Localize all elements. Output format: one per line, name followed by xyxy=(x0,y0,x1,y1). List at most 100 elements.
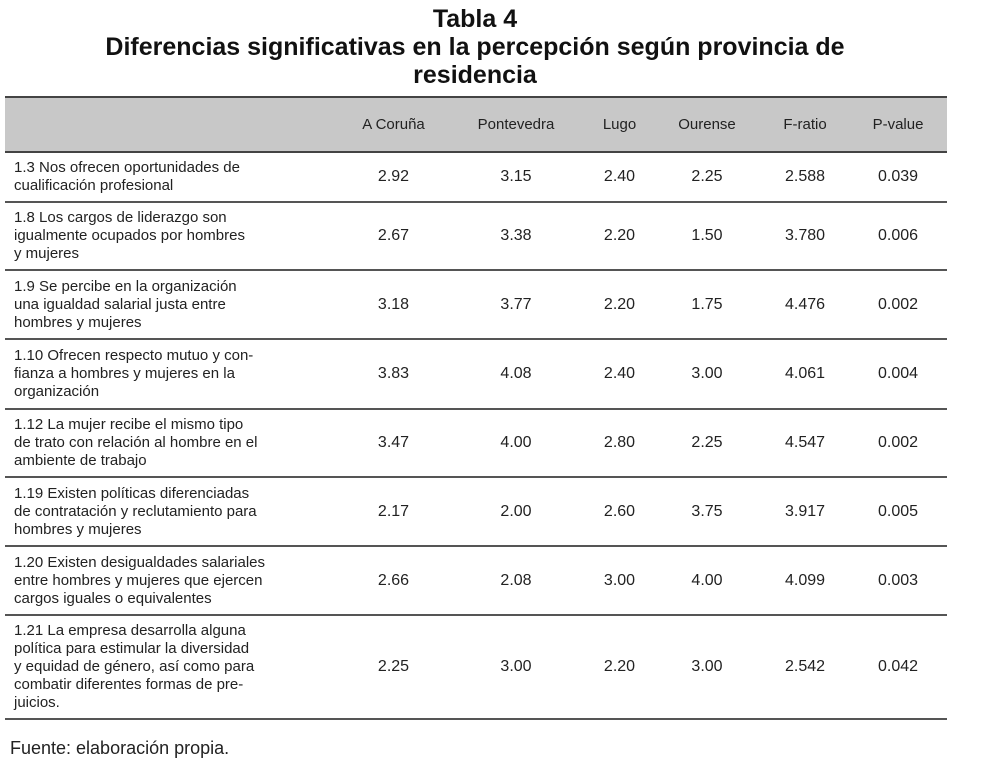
cell-p-value: 0.002 xyxy=(849,270,947,340)
cell-p-value: 0.003 xyxy=(849,546,947,616)
row-item-label: 1.10 Ofrecen respecto mutuo y con-fianza… xyxy=(5,339,341,410)
cell-a-coruna: 2.25 xyxy=(341,615,446,720)
table-row: 1.19 Existen políticas diferenciadas de c… xyxy=(5,477,947,547)
cell-ourense: 1.75 xyxy=(653,270,761,340)
row-item-label-line: 1.9 Se percibe en la organización xyxy=(14,277,237,295)
cell-p-value: 0.006 xyxy=(849,202,947,271)
row-item-label: 1.9 Se percibe en la organización una igu… xyxy=(5,270,341,340)
row-item-label-line: 1.8 Los cargos de liderazgo son xyxy=(14,209,227,226)
cell-a-coruna: 3.18 xyxy=(341,270,446,340)
cell-ourense: 2.25 xyxy=(653,409,761,478)
cell-ourense: 3.75 xyxy=(653,477,761,547)
cell-f-ratio: 3.780 xyxy=(761,202,849,271)
cell-ourense: 4.00 xyxy=(653,546,761,616)
row-item-label-line: política para estimular la diversidad xyxy=(14,640,250,657)
cell-a-coruna: 2.66 xyxy=(341,546,446,616)
cell-pontevedra: 4.08 xyxy=(446,339,586,410)
cell-pontevedra: 4.00 xyxy=(446,409,586,478)
cell-p-value: 0.042 xyxy=(849,615,947,720)
cell-pontevedra: 3.15 xyxy=(446,152,586,203)
cell-f-ratio: 2.542 xyxy=(761,615,849,720)
table-source-note: Fuente: elaboración propia. xyxy=(10,738,230,758)
table-title: Tabla 4 Diferencias significativas en la… xyxy=(0,5,950,89)
row-item-label: 1.12 La mujer recibe el mismo tipo de tra… xyxy=(5,409,341,478)
row-item-label-line: ambiente de trabajo xyxy=(14,452,147,469)
table-header-row: A Coruña Pontevedra Lugo Ourense F-ratio… xyxy=(5,96,947,153)
row-item-label-line: de contratación y reclutamiento para xyxy=(14,502,257,520)
row-item-label-line: igualmente ocupados por hombres xyxy=(14,227,245,244)
table-caption-line1: Diferencias significativas en la percepc… xyxy=(105,33,845,61)
cell-a-coruna: 3.47 xyxy=(341,409,446,478)
cell-lugo: 2.20 xyxy=(586,270,653,340)
cell-ourense: 3.00 xyxy=(653,339,761,410)
cell-f-ratio: 3.917 xyxy=(761,477,849,547)
cell-f-ratio: 4.099 xyxy=(761,546,849,616)
table-caption-line2: residencia xyxy=(413,61,537,89)
column-header-a-coruna: A Coruña xyxy=(341,96,446,153)
row-item-label-line: 1.21 La empresa desarrolla alguna xyxy=(14,622,246,639)
row-item-label-line: 1.12 La mujer recibe el mismo tipo xyxy=(14,416,244,433)
cell-ourense: 1.50 xyxy=(653,202,761,271)
table-row: 1.12 La mujer recibe el mismo tipo de tra… xyxy=(5,409,947,478)
cell-p-value: 0.004 xyxy=(849,339,947,410)
row-item-label: 1.8 Los cargos de liderazgo son igualment… xyxy=(5,202,341,271)
row-item-label-line: cualificación profesional xyxy=(14,177,174,194)
column-header-lugo: Lugo xyxy=(586,96,653,153)
cell-lugo: 2.80 xyxy=(586,409,653,478)
cell-lugo: 3.00 xyxy=(586,546,653,616)
cell-a-coruna: 2.67 xyxy=(341,202,446,271)
cell-pontevedra: 3.00 xyxy=(446,615,586,720)
row-item-label-line: 1.10 Ofrecen respecto mutuo y con- xyxy=(14,347,254,364)
cell-p-value: 0.002 xyxy=(849,409,947,478)
cell-p-value: 0.039 xyxy=(849,152,947,203)
row-item-label-line: 1.20 Existen desigualdades salariales xyxy=(14,553,265,571)
row-item-label-line: y equidad de género, así como para xyxy=(14,658,255,675)
column-header-f-ratio: F-ratio xyxy=(761,96,849,153)
table-row: 1.9 Se percibe en la organización una igu… xyxy=(5,270,947,340)
cell-lugo: 2.20 xyxy=(586,615,653,720)
table-number: Tabla 4 xyxy=(432,5,518,33)
cell-pontevedra: 3.38 xyxy=(446,202,586,271)
column-header-ourense: Ourense xyxy=(653,96,761,153)
column-header-p-value: P-value xyxy=(849,96,947,153)
row-item-label-line: organización xyxy=(14,383,100,400)
cell-f-ratio: 4.061 xyxy=(761,339,849,410)
column-header-item xyxy=(5,96,341,153)
cell-lugo: 2.40 xyxy=(586,339,653,410)
cell-ourense: 2.25 xyxy=(653,152,761,203)
table-row: 1.3 Nos ofrecen oportunidades de cualific… xyxy=(5,152,947,203)
data-table-container: A Coruña Pontevedra Lugo Ourense F-ratio… xyxy=(5,96,947,720)
table-row: 1.8 Los cargos de liderazgo son igualment… xyxy=(5,202,947,271)
row-item-label-line: fianza a hombres y mujeres en la xyxy=(14,365,235,382)
column-header-pontevedra: Pontevedra xyxy=(446,96,586,153)
cell-f-ratio: 2.588 xyxy=(761,152,849,203)
row-item-label-line: juicios. xyxy=(14,694,60,711)
table-row: 1.21 La empresa desarrolla alguna polític… xyxy=(5,615,947,720)
cell-pontevedra: 2.08 xyxy=(446,546,586,616)
cell-a-coruna: 2.17 xyxy=(341,477,446,547)
row-item-label-line: cargos iguales o equivalentes xyxy=(14,589,212,607)
row-item-label: 1.3 Nos ofrecen oportunidades de cualific… xyxy=(5,152,341,203)
cell-lugo: 2.40 xyxy=(586,152,653,203)
data-table: A Coruña Pontevedra Lugo Ourense F-ratio… xyxy=(5,96,947,720)
cell-p-value: 0.005 xyxy=(849,477,947,547)
cell-pontevedra: 2.00 xyxy=(446,477,586,547)
row-item-label-line: combatir diferentes formas de pre- xyxy=(14,676,244,693)
row-item-label-line: entre hombres y mujeres que ejercen xyxy=(14,571,263,589)
row-item-label: 1.21 La empresa desarrolla alguna polític… xyxy=(5,615,341,720)
row-item-label: 1.20 Existen desigualdades salariales ent… xyxy=(5,546,341,616)
row-item-label: 1.19 Existen políticas diferenciadas de c… xyxy=(5,477,341,547)
cell-lugo: 2.60 xyxy=(586,477,653,547)
table-row: 1.20 Existen desigualdades salariales ent… xyxy=(5,546,947,616)
cell-pontevedra: 3.77 xyxy=(446,270,586,340)
row-item-label-line: hombres y mujeres xyxy=(14,313,142,331)
cell-f-ratio: 4.476 xyxy=(761,270,849,340)
row-item-label-line: de trato con relación al hombre en el xyxy=(14,434,258,451)
row-item-label-line: 1.19 Existen políticas diferenciadas xyxy=(14,484,250,502)
cell-f-ratio: 4.547 xyxy=(761,409,849,478)
cell-ourense: 3.00 xyxy=(653,615,761,720)
row-item-label-line: una igualdad salarial justa entre xyxy=(14,295,226,313)
row-item-label-line: hombres y mujeres xyxy=(14,520,142,538)
row-item-label-line: 1.3 Nos ofrecen oportunidades de xyxy=(14,159,240,176)
cell-lugo: 2.20 xyxy=(586,202,653,271)
